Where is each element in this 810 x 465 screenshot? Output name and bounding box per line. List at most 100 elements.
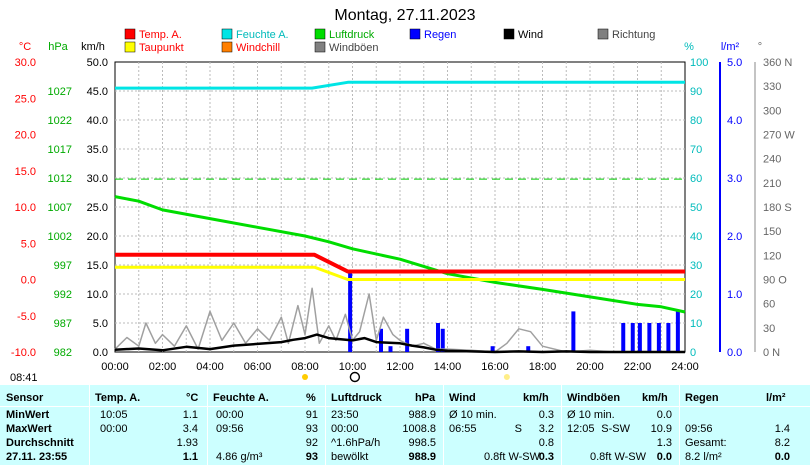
legend-swatch [221, 41, 233, 53]
table-cell-temp-val: 1.1 [182, 409, 198, 421]
table-cell-hum-val: 92 [305, 437, 318, 449]
tick-label-direction: 360 N [763, 57, 792, 69]
tick-label-time: 12:00 [386, 361, 414, 373]
rain-bar [637, 323, 642, 352]
legend-swatch [314, 28, 326, 40]
series-line-luftdruck [114, 195, 686, 314]
col-temp: Temp. A. [95, 392, 141, 404]
table-cell-rain-val: 1.4 [774, 423, 790, 435]
axis-unit-rain: l/m² [721, 41, 740, 53]
tick-label-humidity: 40 [690, 231, 702, 243]
tick-label-time: 24:00 [671, 361, 699, 373]
table-cell-gust-val: 10.9 [650, 423, 672, 435]
chart-title: Montag, 27.11.2023 [334, 7, 475, 24]
series-line-temp-a- [115, 252, 685, 274]
rain-bar [526, 346, 531, 352]
table-cell-wind-val: 0.3 [538, 409, 554, 421]
axis-unit-temp: °C [19, 41, 31, 53]
table-cell-hum-val: 91 [305, 409, 318, 421]
rain-bar [348, 270, 353, 352]
table-cell-gust-val: 1.3 [656, 437, 672, 449]
table-cell-temp-val: 3.4 [182, 423, 198, 435]
col-hum: Feuchte A. [213, 392, 269, 404]
tick-label-wind: 25.0 [87, 202, 108, 214]
legend-label: Regen [424, 29, 456, 41]
table-cell-rain-info: 8.2 l/m² [685, 451, 722, 463]
tick-label-humidity: 0 [690, 347, 696, 359]
tick-label-wind: 10.0 [87, 289, 108, 301]
rain-bar [440, 328, 445, 352]
series-line-wind [114, 333, 685, 354]
tick-label-pressure: 1017 [48, 144, 72, 156]
tick-label-direction: 240 [763, 154, 781, 166]
table-cell-wind-val: 0.8 [538, 437, 554, 449]
table-cell-label: MaxWert [6, 423, 52, 435]
tick-label-wind: 45.0 [87, 86, 108, 98]
tick-label-wind: 5.0 [93, 318, 108, 330]
tick-label-humidity: 90 [690, 86, 702, 98]
series-line-taupunkt [115, 265, 685, 281]
table-cell-gust-val: 0.0 [656, 409, 672, 421]
table-cell-wind-dir: S [514, 423, 522, 435]
tick-label-rain: 4.0 [727, 115, 742, 127]
table-cell-gust-dir: 0.8ft W-SW [590, 451, 647, 463]
axis-unit-pressure: hPa [48, 41, 68, 53]
table-cell-gust-val: 0.0 [656, 451, 672, 463]
legend-label: Windchill [236, 42, 280, 54]
rain-bar [436, 323, 440, 352]
legend-label: Feuchte A. [236, 29, 289, 41]
col-gust-unit: km/h [642, 392, 668, 404]
table-cell-temp-val: 1.1 [182, 451, 198, 463]
tick-label-rain: 3.0 [727, 173, 742, 185]
tick-label-time: 10:00 [339, 361, 367, 373]
legend-swatch [503, 28, 515, 40]
table-cell-rain-info: Gesamt: [685, 437, 727, 449]
tick-label-direction: 120 [763, 250, 781, 262]
axis-unit-humidity: % [684, 41, 694, 53]
tick-label-humidity: 60 [690, 173, 702, 185]
tick-label-pressure: 1022 [48, 115, 72, 127]
table-cell-press-val: 988.9 [408, 409, 436, 421]
rain-bar [656, 323, 661, 352]
legend-label: Wind [518, 29, 543, 41]
rain-bar [379, 328, 383, 352]
tick-label-pressure: 1002 [48, 231, 72, 243]
table-cell-press-time: ^1.6hPa/h [331, 437, 381, 449]
table-cell-label: MinWert [6, 409, 50, 421]
tick-label-temp: 30.0 [15, 57, 36, 69]
col-temp-unit: °C [186, 392, 199, 404]
tick-label-temp: 25.0 [15, 93, 36, 105]
table-cell-temp-time: 10:05 [100, 409, 128, 421]
rain-bar [490, 346, 495, 352]
legend-label: Windböen [329, 42, 379, 54]
col-rain: Regen [685, 392, 719, 404]
tick-label-humidity: 20 [690, 289, 702, 301]
tick-label-wind: 15.0 [87, 260, 108, 272]
series-line-windb-en [114, 287, 685, 353]
tick-label-direction: 300 [763, 105, 781, 117]
legend-swatch [409, 28, 421, 40]
col-sensor: Sensor [6, 392, 44, 404]
tick-label-temp: 0.0 [21, 275, 36, 287]
legend-label: Taupunkt [139, 42, 184, 54]
table-cell-press-time: 23:50 [331, 409, 359, 421]
tick-label-time: 02:00 [149, 361, 177, 373]
tick-label-direction: 330 [763, 81, 781, 93]
tick-label-direction: 210 [763, 178, 781, 190]
legend-label: Luftdruck [329, 29, 375, 41]
tick-label-time: 08:00 [291, 361, 319, 373]
tick-label-direction: 90 O [763, 275, 787, 287]
table-cell-press-val: 998.5 [408, 437, 436, 449]
rain-bar [571, 311, 576, 352]
tick-label-time: 04:00 [196, 361, 224, 373]
tick-label-direction: 30 [763, 323, 775, 335]
table-cell-hum-time: 4.86 g/m³ [216, 451, 263, 463]
table-cell-gust-info: Ø 10 min. [567, 409, 615, 421]
tick-label-temp: 15.0 [15, 166, 36, 178]
tick-label-direction: 180 S [763, 202, 792, 214]
tick-label-time: 14:00 [434, 361, 462, 373]
table-cell-press-time: bewölkt [331, 451, 369, 463]
table-cell-hum-time: 09:56 [216, 423, 244, 435]
col-wind: Wind [449, 392, 476, 404]
axis-unit-direction: ° [758, 41, 762, 53]
